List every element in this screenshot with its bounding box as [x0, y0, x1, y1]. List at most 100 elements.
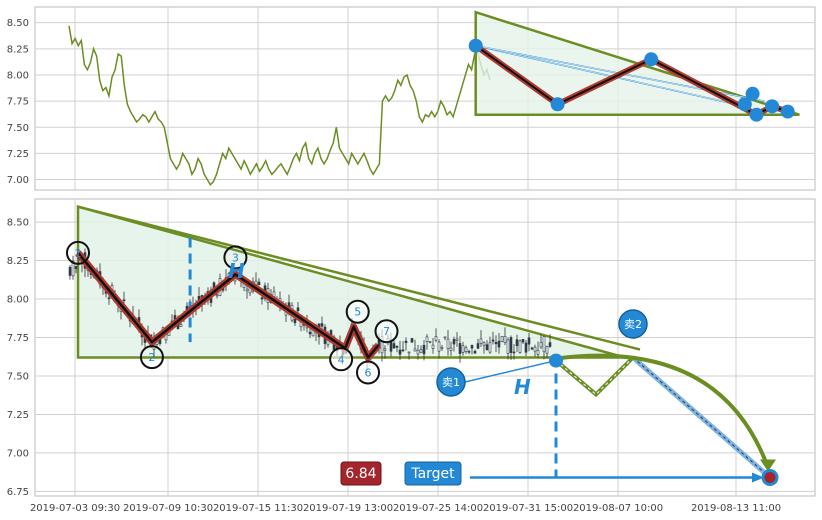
- pattern-point-label: 5: [354, 306, 361, 319]
- candle-body: [383, 348, 387, 351]
- target-badge-box: [404, 461, 462, 486]
- x-tick-label: 2019-07-15 11:30: [213, 503, 303, 514]
- top-ytick-label: 8.25: [7, 44, 29, 55]
- candle-body: [422, 344, 426, 355]
- top-marker-4: [749, 107, 764, 122]
- bottom-ytick-label: 8.50: [7, 218, 29, 229]
- candle-body: [461, 345, 465, 353]
- sell-2-label: 卖2: [624, 318, 642, 331]
- candle-body: [476, 343, 480, 349]
- top-ytick-label: 8.00: [7, 70, 29, 81]
- sell1-point: [549, 353, 563, 368]
- candle-body: [215, 294, 219, 297]
- x-tick-label: 2019-08-07 10:00: [573, 503, 663, 514]
- pattern-point-circle-4: [329, 347, 354, 372]
- candle-body: [425, 336, 429, 342]
- top-ytick-label: 7.25: [7, 149, 29, 160]
- bottom-candlestick-panel: 6.75 7.00 7.25 7.50 7.75 8.00 8.25 8.50 1 2 3 4 5 6 7: [7, 198, 816, 498]
- bottom-ytick-label: 7.50: [7, 371, 29, 382]
- candle-body: [122, 299, 126, 302]
- pattern-point-label: 7: [383, 325, 390, 338]
- candle-body: [431, 344, 435, 349]
- badges: 6.84 Target 卖1 卖2: [340, 309, 648, 486]
- bottom-ytick-label: 7.25: [7, 410, 29, 421]
- top-ytick-label: 7.75: [7, 97, 29, 108]
- pattern-point-circle-5: [345, 299, 370, 324]
- candle-body: [545, 346, 549, 354]
- candle-body: [506, 339, 510, 354]
- x-tick-label: 2019-07-25 14:00: [393, 503, 483, 514]
- candle-body: [479, 338, 483, 344]
- target-label: Target: [410, 466, 455, 482]
- x-tick-label: 2019-07-19 13:00: [303, 503, 393, 514]
- pattern-point-circle-1: [66, 240, 90, 265]
- candle-body: [524, 342, 528, 353]
- pattern-point-circle-2: [139, 345, 164, 370]
- pattern-overlay: H H: [228, 259, 531, 399]
- candle-body: [533, 346, 537, 352]
- candle-body: [440, 346, 444, 349]
- candle-body: [398, 349, 402, 355]
- candle-body: [308, 331, 312, 335]
- bottom-ytick-label: 7.75: [7, 333, 29, 344]
- candle-body: [464, 347, 468, 352]
- candle-body: [68, 266, 72, 276]
- candle-body: [536, 349, 540, 355]
- top-marker-0: [468, 38, 483, 53]
- candle-body: [503, 336, 507, 343]
- bottom-ytick-label: 7.00: [7, 448, 29, 459]
- proj-arc-head: [760, 459, 776, 472]
- candle-body: [428, 341, 432, 343]
- pattern-point-label: 1: [75, 247, 82, 260]
- top-marker-7: [780, 104, 795, 119]
- bottom-ytick-label: 6.75: [7, 487, 29, 498]
- pattern-point-label: 3: [232, 251, 239, 264]
- price-badge: 6.84: [345, 466, 376, 482]
- candle-body: [434, 336, 438, 341]
- candle-body: [392, 343, 396, 349]
- pattern-point-circle-7: [374, 319, 399, 344]
- top-price-panel: 7.00 7.25 7.50 7.75 8.00 8.25 8.50: [7, 6, 816, 191]
- candle-body: [497, 340, 501, 348]
- x-tick-label: 2019-08-13 11:00: [691, 503, 781, 514]
- candle-body: [491, 339, 495, 342]
- candle-body: [437, 341, 441, 352]
- top-marker-6: [765, 99, 780, 114]
- candle-body: [74, 266, 78, 269]
- candle-body: [485, 344, 489, 351]
- candle-body: [296, 307, 300, 312]
- price-badge-box: [340, 461, 382, 486]
- sell-1-marker: [436, 367, 466, 397]
- bottom-ytick-label: 8.00: [7, 295, 29, 306]
- candle-body: [467, 351, 471, 353]
- candle-body: [293, 318, 297, 324]
- target-point: [761, 469, 779, 487]
- bottom-ytick-label: 8.25: [7, 256, 29, 267]
- candle-body: [482, 342, 486, 346]
- candle-body: [410, 338, 414, 343]
- target-arrow-head: [752, 472, 764, 483]
- proj-arc: [555, 353, 770, 469]
- candle-body: [419, 349, 423, 353]
- sell1-leader: [464, 359, 557, 383]
- candle-body: [500, 336, 504, 342]
- candle-body: [416, 349, 420, 355]
- candle-body: [179, 324, 183, 327]
- candle-body: [443, 336, 447, 339]
- candle-body: [452, 339, 456, 345]
- top-ytick-label: 7.00: [7, 175, 29, 186]
- candle-body: [521, 339, 525, 343]
- candle-body: [107, 297, 111, 300]
- candle-body: [470, 345, 474, 349]
- proj-blue-inner: [632, 357, 771, 478]
- candle-body: [494, 341, 498, 345]
- candle-body: [449, 347, 453, 351]
- candle-body: [530, 347, 534, 350]
- top-marker-5: [737, 97, 752, 112]
- candle-body: [488, 342, 492, 353]
- pattern-point-circle-3: [223, 245, 248, 270]
- height-label-h: H: [228, 259, 245, 283]
- candle-body: [401, 349, 405, 352]
- candle-body: [509, 337, 513, 353]
- pattern-point-label: 6: [365, 367, 372, 380]
